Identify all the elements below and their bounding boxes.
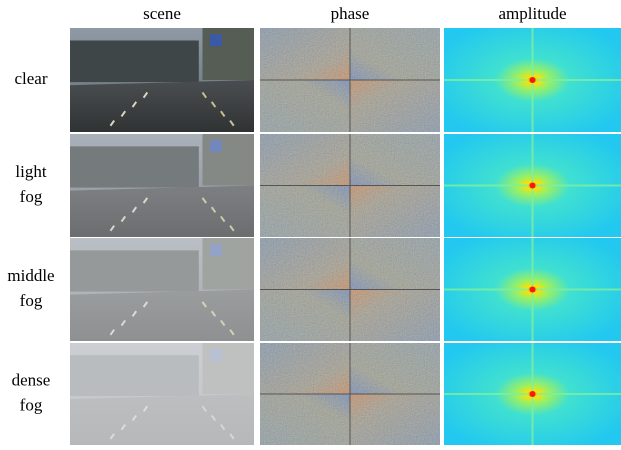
amp-center	[530, 391, 536, 397]
row-label: light	[15, 162, 46, 181]
figure: scene phase amplitude clear light fog middle fo…	[0, 0, 621, 445]
fog-overlay	[70, 238, 254, 341]
row-images	[70, 134, 621, 237]
row-label: clear	[14, 69, 47, 88]
row-label: fog	[20, 291, 43, 310]
amp-center	[530, 287, 536, 293]
fog-overlay	[70, 343, 254, 445]
row-images	[70, 343, 621, 445]
amp-center	[530, 77, 536, 83]
amp-center	[530, 183, 536, 189]
row-label: fog	[20, 395, 43, 414]
column-header: scene	[143, 4, 181, 23]
row-label: dense	[12, 370, 51, 389]
row-images	[70, 238, 621, 341]
column-header: phase	[331, 4, 370, 23]
row-label: fog	[20, 187, 43, 206]
column-header: amplitude	[499, 4, 567, 23]
row-images	[70, 28, 621, 132]
fog-overlay	[70, 134, 254, 237]
row-label: middle	[7, 266, 54, 285]
